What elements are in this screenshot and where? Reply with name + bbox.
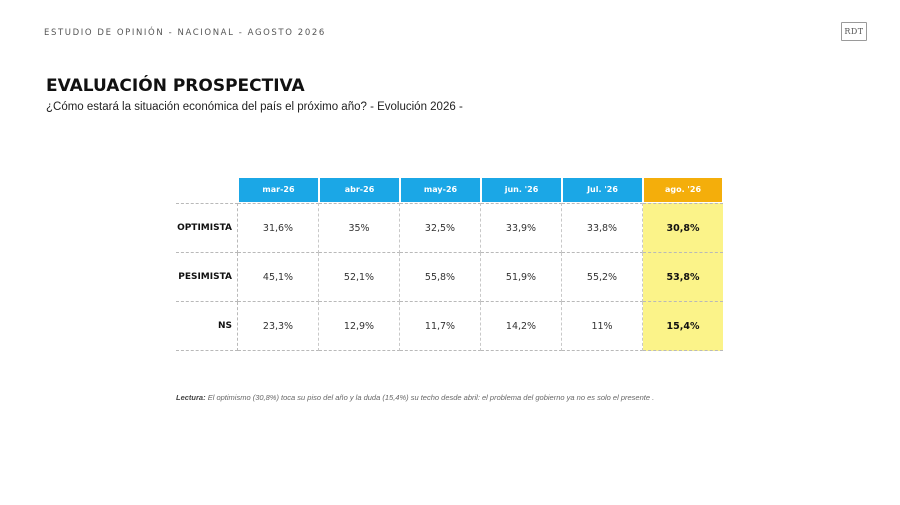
reading-note-text: El optimismo (30,8%) toca su piso del añ… [207,393,655,402]
column-header-label: mar-26 [239,178,318,202]
row-label: NS [176,302,238,351]
slide-title: EVALUACIÓN PROSPECTIVA [46,76,305,96]
column-header-label: may-26 [401,178,480,202]
table-cell: 45,1% [238,253,319,302]
column-header: abr-26 [319,177,400,203]
table-header-row: mar-26 abr-26 may-26 jun. '26 Jul. '26 a… [176,177,723,203]
table-cell: 23,3% [238,302,319,351]
table-row: OPTIMISTA 31,6% 35% 32,5% 33,9% 33,8% 30… [176,203,723,253]
table-cell: 51,9% [481,253,562,302]
table-cell: 11% [562,302,643,351]
column-header-highlight: ago. '26 [643,177,723,203]
table-cell: 52,1% [319,253,400,302]
slide-subtitle: ¿Cómo estará la situación económica del … [46,101,463,113]
table-cell-highlight: 15,4% [643,302,723,351]
table-cell: 35% [319,203,400,253]
reading-note: Lectura: El optimismo (30,8%) toca su pi… [176,393,654,402]
table-cell: 12,9% [319,302,400,351]
reading-note-lead: Lectura: [176,393,206,402]
column-header: mar-26 [238,177,319,203]
brand-logo: RDT [841,22,867,41]
report-kicker: ESTUDIO DE OPINIÓN - NACIONAL - AGOSTO 2… [44,28,326,38]
table-cell: 14,2% [481,302,562,351]
table-cell-highlight: 30,8% [643,203,723,253]
column-header-label: abr-26 [320,178,399,202]
table-cell: 33,9% [481,203,562,253]
table-cell: 33,8% [562,203,643,253]
table-cell: 32,5% [400,203,481,253]
row-label: PESIMISTA [176,253,238,302]
table-row: PESIMISTA 45,1% 52,1% 55,8% 51,9% 55,2% … [176,253,723,302]
evolution-table: mar-26 abr-26 may-26 jun. '26 Jul. '26 a… [176,177,723,351]
column-header: may-26 [400,177,481,203]
table-row: NS 23,3% 12,9% 11,7% 14,2% 11% 15,4% [176,302,723,351]
row-label-header [176,177,238,203]
table-cell: 11,7% [400,302,481,351]
column-header-label: jun. '26 [482,178,561,202]
column-header: Jul. '26 [562,177,643,203]
table-cell: 55,2% [562,253,643,302]
table-cell: 55,8% [400,253,481,302]
row-label: OPTIMISTA [176,203,238,253]
column-header-label: Jul. '26 [563,178,642,202]
column-header: jun. '26 [481,177,562,203]
table-cell: 31,6% [238,203,319,253]
column-header-label: ago. '26 [644,178,722,202]
table-cell-highlight: 53,8% [643,253,723,302]
